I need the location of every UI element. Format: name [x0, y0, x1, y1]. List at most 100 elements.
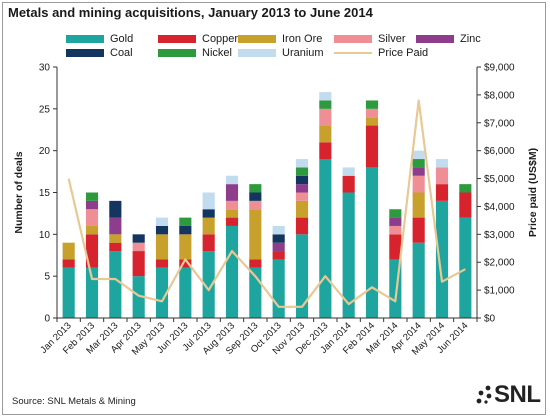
bar-silver-7	[225, 200, 239, 210]
bar-iron-ore-7	[225, 209, 239, 218]
legend-label-copper: Copper	[202, 33, 239, 45]
bar-gold-11	[319, 159, 332, 318]
legend-swatch-price-paid	[334, 52, 372, 54]
legend-label-price-paid: Price Paid	[378, 47, 429, 59]
bar-copper-6	[202, 234, 215, 252]
bar-copper-14	[389, 234, 402, 260]
bar-nickel-5	[179, 217, 192, 226]
y2-tick-label-7: $7,000	[484, 118, 515, 129]
bar-iron-ore-0	[62, 242, 75, 260]
bar-copper-13	[365, 125, 379, 168]
bar-copper-8	[249, 259, 262, 268]
y2-tick-label-0: $0	[484, 314, 496, 325]
bar-copper-9	[272, 251, 285, 260]
legend-item-copper: Copper	[158, 33, 238, 45]
legend-label-zinc: Zinc	[460, 33, 481, 45]
bar-gold-9	[272, 259, 285, 318]
bar-copper-17	[459, 192, 472, 218]
bar-uranium-7	[225, 175, 239, 185]
bar-uranium-4	[155, 217, 169, 226]
bar-uranium-16	[435, 159, 449, 168]
bar-iron-ore-2	[109, 234, 122, 243]
bar-gold-12	[342, 192, 355, 318]
bar-uranium-10	[295, 159, 309, 168]
y-tick-label-6: 30	[39, 63, 51, 74]
y2-tick-label-9: $9,000	[484, 63, 515, 74]
source-note: Source: SNL Metals & Mining	[12, 396, 136, 407]
bar-iron-ore-8	[249, 209, 262, 260]
bar-uranium-9	[272, 225, 285, 235]
bar-copper-2	[109, 242, 122, 252]
bar-coal-10	[295, 175, 309, 185]
bar-nickel-1	[85, 192, 99, 201]
bar-gold-10	[295, 234, 309, 318]
bar-copper-1	[85, 234, 99, 268]
bar-gold-5	[179, 267, 192, 318]
bar-copper-5	[179, 259, 192, 268]
bar-gold-0	[62, 267, 75, 318]
legend: Gold Copper Iron Ore Silver Zinc Coal Ni…	[0, 0, 550, 60]
legend-item-iron-ore: Iron Ore	[238, 33, 322, 45]
bar-uranium-6	[202, 192, 215, 210]
y2-tick-label-5: $5,000	[484, 174, 515, 185]
bar-silver-11	[319, 108, 332, 126]
bar-zinc-1	[85, 200, 99, 210]
bar-silver-3	[132, 242, 145, 252]
bar-nickel-15	[412, 159, 425, 168]
y2-tick-label-2: $2,000	[484, 258, 515, 269]
y-tick-label-0: 0	[44, 314, 50, 325]
y-tick-label-4: 20	[39, 146, 51, 157]
bar-copper-15	[412, 217, 425, 243]
bar-gold-6	[202, 251, 215, 318]
chart-title: Metals and mining acquisitions, January …	[8, 5, 373, 20]
bar-silver-1	[85, 209, 99, 226]
legend-item-gold: Gold	[66, 33, 133, 45]
bar-coal-5	[179, 225, 192, 235]
bar-nickel-10	[295, 167, 309, 176]
bar-gold-15	[412, 242, 425, 318]
y2-tick-label-8: $8,000	[484, 90, 515, 101]
bar-uranium-11	[319, 92, 332, 101]
legend-label-uranium: Uranium	[282, 47, 324, 59]
bar-iron-ore-6	[202, 217, 215, 235]
legend-label-coal: Coal	[110, 47, 133, 59]
bar-copper-0	[62, 259, 75, 268]
bar-nickel-8	[249, 184, 262, 193]
bar-coal-2	[109, 200, 122, 218]
bar-iron-ore-4	[155, 234, 169, 260]
y2-tick-label-4: $4,000	[484, 202, 515, 213]
snl-logo-dots-icon	[476, 385, 492, 404]
bar-iron-ore-13	[365, 117, 379, 126]
bar-zinc-9	[272, 242, 285, 252]
legend-swatch-copper	[158, 35, 196, 43]
legend-swatch-nickel	[158, 49, 196, 57]
y-tick-label-5: 25	[39, 104, 51, 115]
bar-gold-16	[435, 200, 449, 318]
bar-gold-17	[459, 217, 472, 318]
snl-logo-text: SNL	[494, 381, 541, 408]
bar-copper-16	[435, 184, 449, 201]
legend-swatch-coal	[66, 49, 104, 57]
bar-copper-3	[132, 251, 145, 277]
bar-nickel-13	[365, 100, 379, 109]
bar-gold-7	[225, 225, 239, 318]
legend-item-nickel: Nickel	[158, 47, 232, 59]
legend-swatch-iron-ore	[238, 35, 276, 43]
bar-gold-4	[155, 267, 169, 318]
bar-zinc-15	[412, 167, 425, 176]
bar-coal-9	[272, 234, 285, 243]
bar-silver-15	[412, 175, 425, 193]
price-paid-line	[67, 99, 466, 308]
bar-gold-13	[365, 167, 379, 318]
bar-copper-12	[342, 175, 355, 193]
bar-zinc-10	[295, 184, 309, 193]
bar-copper-4	[155, 259, 169, 268]
bar-iron-ore-15	[412, 192, 425, 218]
legend-item-zinc: Zinc	[416, 33, 481, 45]
legend-item-silver: Silver	[334, 33, 406, 45]
bar-coal-8	[249, 192, 262, 201]
bar-copper-11	[319, 142, 332, 160]
bar-silver-8	[249, 200, 262, 210]
bar-gold-3	[132, 276, 145, 318]
